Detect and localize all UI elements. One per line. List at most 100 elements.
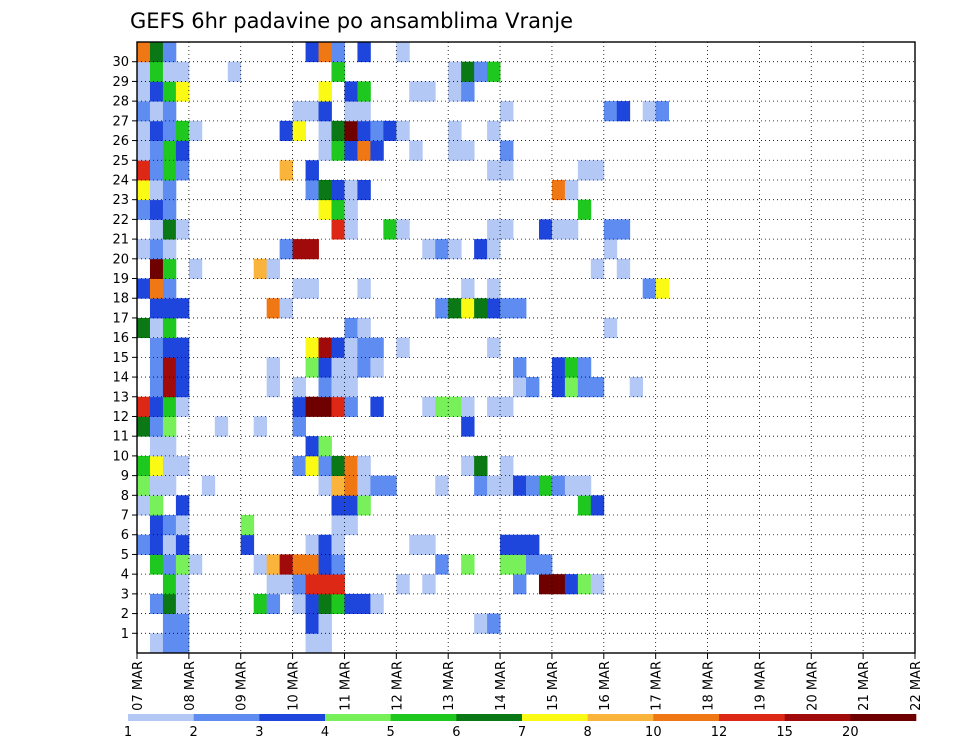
y-tick-label: 23 <box>112 193 129 208</box>
heatmap-cell <box>435 554 449 575</box>
heatmap-cell <box>590 574 605 595</box>
heatmap-cell <box>577 475 592 496</box>
heatmap-cell <box>149 179 164 201</box>
heatmap-cell <box>513 574 527 595</box>
heatmap-cell <box>344 219 358 240</box>
y-tick-label: 8 <box>121 489 129 504</box>
y-tick-label: 4 <box>121 568 129 583</box>
heatmap-cell <box>331 574 345 595</box>
x-tick-label: 22 MAR <box>909 661 924 711</box>
heatmap-cell <box>149 337 164 358</box>
heatmap-cell <box>266 377 281 398</box>
heatmap-cell <box>551 475 566 496</box>
heatmap-cell <box>318 455 332 477</box>
heatmap-cell <box>435 239 449 260</box>
heatmap-cell <box>474 455 488 477</box>
heatmap-cell <box>318 81 332 102</box>
heatmap-cell <box>448 298 462 319</box>
heatmap-cell <box>513 475 527 496</box>
heatmap-cell <box>305 455 319 477</box>
heatmap-cell <box>616 219 631 240</box>
heatmap-cell <box>149 436 164 457</box>
heatmap-cell <box>137 416 151 437</box>
heatmap-cell <box>344 120 358 141</box>
heatmap-cell <box>175 593 190 614</box>
heatmap-cell <box>603 101 618 122</box>
heatmap-cell <box>331 455 345 477</box>
heatmap-cell <box>137 140 151 161</box>
heatmap-cell <box>564 357 579 378</box>
heatmap-cell <box>305 160 319 181</box>
heatmap-cell <box>331 554 345 575</box>
heatmap-cell <box>331 179 345 201</box>
heatmap-cell <box>305 593 319 614</box>
y-tick-label: 2 <box>121 607 129 622</box>
heatmap-cell <box>175 377 190 398</box>
heatmap-cell <box>396 219 410 240</box>
heatmap-cell <box>149 239 164 260</box>
heatmap-cell <box>253 416 268 437</box>
heatmap-cell <box>435 396 449 417</box>
heatmap-cell <box>149 633 164 654</box>
heatmap-cell <box>305 534 319 555</box>
heatmap-cell <box>201 475 216 496</box>
heatmap-cell <box>162 140 177 161</box>
heatmap-cell <box>344 81 358 102</box>
heatmap-cell <box>227 61 242 82</box>
heatmap-cell <box>357 120 371 141</box>
heatmap-cell <box>162 396 177 417</box>
heatmap-cell <box>175 515 190 536</box>
heatmap-cell <box>370 396 384 417</box>
heatmap-cell <box>603 239 618 260</box>
heatmap-cell <box>175 495 190 516</box>
heatmap-cell <box>175 455 190 477</box>
legend-color-swatch <box>390 714 457 721</box>
heatmap-cell <box>590 495 605 516</box>
heatmap-cell <box>422 81 436 102</box>
legend-label: 5 <box>387 725 395 740</box>
heatmap-cell <box>137 455 151 477</box>
heatmap-cell <box>175 534 190 555</box>
heatmap-cell <box>305 396 319 417</box>
heatmap-cell <box>253 554 268 575</box>
heatmap-cell <box>500 455 514 477</box>
y-tick-label: 20 <box>112 252 129 267</box>
y-tick-label: 30 <box>112 55 129 70</box>
heatmap-cell <box>590 258 605 279</box>
heatmap-cell <box>500 298 514 319</box>
heatmap-cell <box>564 574 579 595</box>
heatmap-cell <box>538 554 553 575</box>
legend-label: 4 <box>321 725 329 740</box>
x-tick-label: 17 MAR <box>650 661 665 711</box>
y-tick-label: 18 <box>112 292 129 307</box>
heatmap-cell <box>513 554 527 575</box>
heatmap-cell <box>162 337 177 358</box>
heatmap-cell <box>616 258 631 279</box>
plot-frame <box>136 41 916 654</box>
x-tick-label: 16 MAR <box>598 661 613 711</box>
heatmap-cell <box>162 455 177 477</box>
heatmap-cell <box>500 534 514 555</box>
heatmap-cell <box>137 534 151 555</box>
heatmap-cell <box>513 298 527 319</box>
heatmap-cell <box>137 160 151 181</box>
legend-color-swatch <box>193 714 260 721</box>
heatmap-cell <box>175 61 190 82</box>
heatmap-cell <box>214 416 229 437</box>
heatmap-cell <box>331 593 345 614</box>
heatmap-cell <box>305 337 319 358</box>
heatmap-cell <box>357 179 371 201</box>
heatmap-cell <box>435 298 449 319</box>
x-tick-label: 07 MAR <box>131 661 146 711</box>
heatmap-cell <box>162 515 177 536</box>
heatmap-cell <box>331 495 345 516</box>
heatmap-cell <box>253 593 268 614</box>
heatmap-cell <box>292 120 306 141</box>
heatmap-cell <box>266 357 281 378</box>
heatmap-cell <box>331 199 345 220</box>
heatmap-cell <box>551 219 566 240</box>
heatmap-cell <box>162 160 177 181</box>
heatmap-cell <box>137 317 151 339</box>
heatmap-cell <box>162 475 177 496</box>
heatmap-cell <box>344 140 358 161</box>
